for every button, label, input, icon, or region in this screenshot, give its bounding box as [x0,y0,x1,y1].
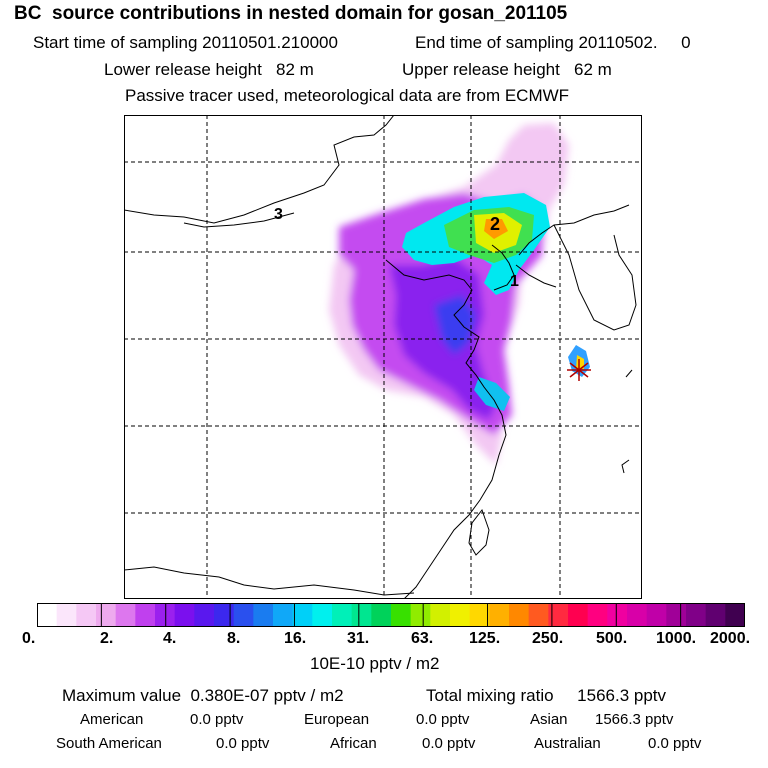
colorbar-swatch [607,603,628,627]
colorbar-swatch [351,603,372,627]
map-marker-1: 1 [510,273,519,290]
hotspot-orange [484,219,508,239]
colorbar-swatch [174,603,195,627]
upper-release-height: Upper release height 62 m [402,60,612,79]
colorbar-swatch [371,603,392,627]
colorbar-tick: 8. [227,630,241,647]
region-name: Asian [530,711,568,728]
colorbar-swatch [410,603,431,627]
colorbar-swatch [528,603,549,627]
maximum-value: Maximum value 0.380E-07 pptv / m2 [62,686,344,705]
total-mixing-ratio: Total mixing ratio 1566.3 pptv [426,686,667,705]
colorbar-tick: 500. [596,630,628,647]
region-value: 0.0 pptv [190,711,244,728]
colorbar-swatch [332,603,353,627]
colorbar-swatch [312,603,333,627]
colorbar-swatch [391,603,412,627]
colorbar-swatch [155,603,176,627]
colorbar-swatch [96,603,117,627]
colorbar-tick: 31. [347,630,370,647]
colorbar-tick: 16. [284,630,307,647]
colorbar-swatch [214,603,235,627]
region-name: European [304,711,370,728]
region-name: South American [56,735,162,752]
colorbar-tick: 125. [469,630,501,647]
colorbar-swatch [56,603,77,627]
meteorology-note: Passive tracer used, meteorological data… [125,86,570,105]
colorbar-swatch [548,603,569,627]
colorbar-swatch [135,603,156,627]
region-value: 1566.3 pptv [595,711,674,728]
colorbar-frame [37,603,745,627]
plume-blue [434,295,476,355]
colorbar-swatch [587,603,608,627]
colorbar-swatch [37,603,58,627]
region-value: 0.0 pptv [216,735,270,752]
colorbar-swatch [273,603,294,627]
region-value: 0.0 pptv [648,735,702,752]
map-title: BC source contributions in nested domain… [14,3,568,24]
region-name: American [80,711,144,728]
colorbar [37,603,745,627]
sampling-end: End time of sampling 20110502. 0 [415,33,691,52]
colorbar-tick: 2. [100,630,114,647]
sampling-start: Start time of sampling 20110501.210000 [33,33,338,52]
colorbar-units: 10E-10 pptv / m2 [310,654,440,673]
map-frame [124,115,642,599]
colorbar-swatch [430,603,451,627]
colorbar-tick: 2000. [710,630,751,647]
colorbar-swatch [76,603,97,627]
colorbar-swatch [253,603,274,627]
concentration-field [329,123,590,465]
colorbar-swatch [469,603,490,627]
colorbar-tick: 0. [22,630,36,647]
colorbar-swatch [725,603,745,627]
receptor-plume-core [576,355,584,369]
colorbar-swatch [194,603,215,627]
colorbar-swatch [686,603,707,627]
colorbar-swatch [450,603,471,627]
receptor-marker [567,359,591,381]
region-value: 0.0 pptv [422,735,476,752]
region-name: Australian [534,735,601,752]
colorbar-swatch [627,603,648,627]
colorbar-swatch [489,603,510,627]
colorbar-swatch [509,603,530,627]
colorbar-tick: 4. [163,630,177,647]
colorbar-swatch [646,603,667,627]
region-value: 0.0 pptv [416,711,470,728]
lower-release-height: Lower release height 82 m [104,60,314,79]
region-name: African [330,735,377,752]
source-contribution-map: 1 2 3 [124,115,642,599]
colorbar-swatch [115,603,136,627]
map-marker-2: 2 [490,214,500,234]
colorbar-swatch [705,603,726,627]
map-marker-3: 3 [274,206,283,223]
colorbar-tick: 63. [411,630,434,647]
colorbar-swatch [292,603,313,627]
colorbar-swatch [233,603,254,627]
lat-lon-grid [124,115,642,599]
coastlines-borders [124,115,637,599]
colorbar-tick: 250. [532,630,564,647]
colorbar-tick: 1000. [656,630,697,647]
colorbar-swatch [568,603,589,627]
colorbar-swatch [666,603,687,627]
